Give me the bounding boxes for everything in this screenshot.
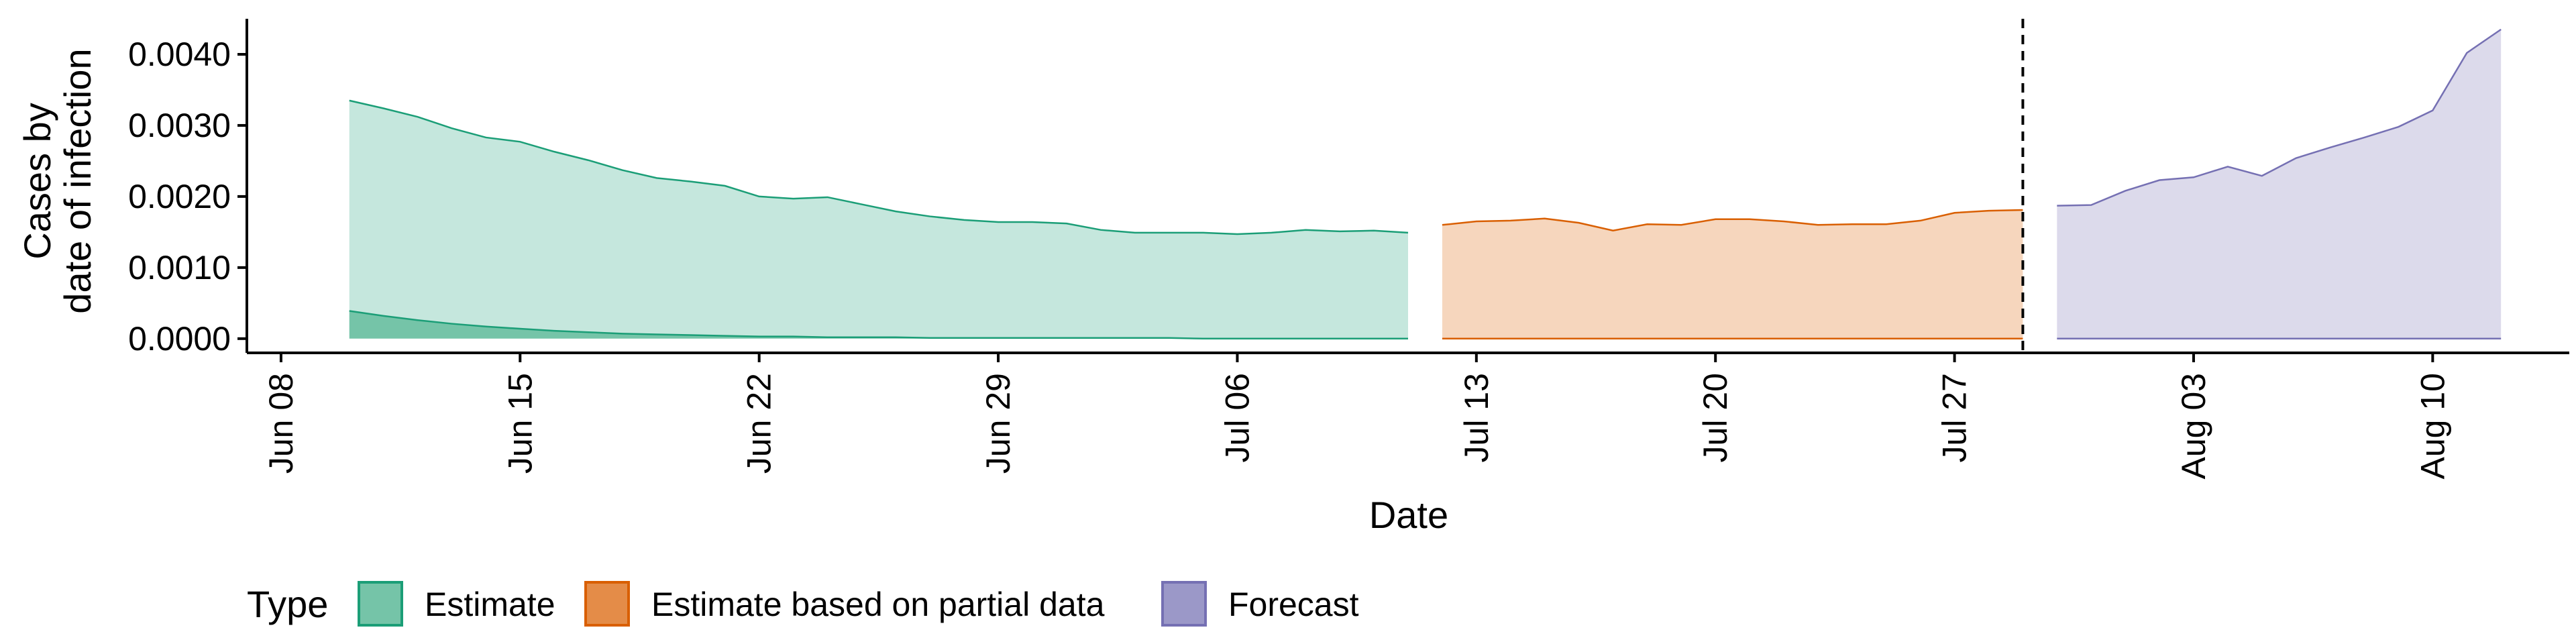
series-0-inner-area (349, 311, 1408, 339)
y-axis-title-line-1: date of infection (56, 48, 99, 313)
x-tick-label-3: Jun 29 (979, 373, 1017, 474)
axes-layer: 0.0000 0.0010 0.0020 0.0030 0.0040 Jun 08 Jun … (128, 19, 2569, 479)
y-tick-label-2: 0.0020 (128, 178, 231, 215)
series-2 (2057, 28, 2502, 340)
x-axis-title: Date (1369, 494, 1448, 536)
x-tick-label-0: Jun 08 (262, 373, 300, 474)
y-tick-label-1: 0.0010 (128, 249, 231, 286)
series-0-area (349, 100, 1408, 339)
legend-label-1: Estimate based on partial data (651, 586, 1105, 623)
x-tick-label-9: Aug 10 (2414, 373, 2451, 479)
x-tick-label-8: Aug 03 (2175, 373, 2212, 479)
legend-label-2: Forecast (1228, 586, 1359, 623)
series-0-upper-line (349, 99, 1409, 235)
x-tick-label-6: Jul 20 (1697, 373, 1734, 462)
y-tick-label-4: 0.0040 (128, 36, 231, 73)
x-tick-label-4: Jul 06 (1218, 373, 1256, 462)
y-axis-title-line-0: Cases by (16, 103, 58, 259)
y-tick-label-3: 0.0030 (128, 107, 231, 144)
legend-key-1 (584, 581, 630, 627)
series-2-area (2057, 29, 2502, 339)
legend-key-2 (1161, 581, 1207, 627)
x-tick-label-5: Jul 13 (1458, 373, 1495, 462)
series-0-lower-line (349, 310, 1408, 340)
series-0 (349, 99, 1409, 340)
series-1-upper-line (1442, 209, 2023, 232)
y-tick-label-0: 0.0000 (128, 320, 231, 358)
x-tick-label-1: Jun 15 (501, 373, 539, 474)
legend-key-0 (358, 581, 403, 627)
series-layer (349, 28, 2502, 340)
series-1-area (1442, 210, 2023, 339)
series-1 (1442, 209, 2023, 340)
legend: Type Estimate Estimate based on partial da… (247, 581, 1359, 627)
x-tick-label-2: Jun 22 (741, 373, 778, 474)
legend-title: Type (247, 583, 328, 625)
x-tick-label-7: Jul 27 (1936, 373, 1974, 462)
legend-label-0: Estimate (425, 586, 555, 623)
series-2-upper-line (2057, 28, 2502, 207)
